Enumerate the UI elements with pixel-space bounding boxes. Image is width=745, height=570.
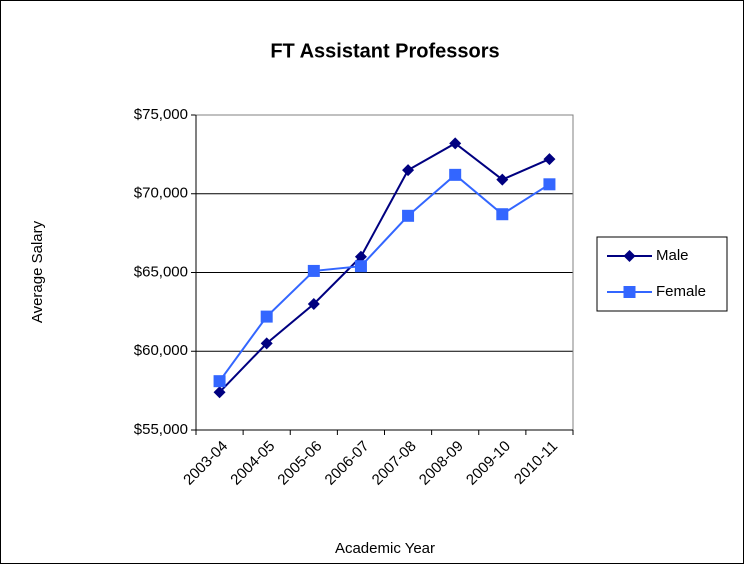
y-tick-label: $55,000 — [134, 421, 188, 438]
legend-label: Male — [656, 247, 689, 264]
data-point — [213, 375, 226, 388]
legend-box — [596, 236, 728, 312]
data-point — [543, 178, 556, 191]
data-point — [402, 164, 415, 177]
data-point — [496, 173, 509, 186]
y-tick-label: $65,000 — [134, 263, 188, 280]
data-point — [402, 209, 415, 222]
data-point — [354, 250, 367, 263]
legend-marker — [623, 286, 636, 298]
data-point — [354, 260, 367, 273]
y-axis-label: Average Salary — [29, 220, 46, 323]
legend-label: Female — [656, 283, 706, 300]
y-tick-label: $75,000 — [134, 106, 188, 123]
legend-marker — [623, 250, 636, 262]
data-point — [260, 337, 273, 350]
data-point — [307, 298, 320, 310]
y-tick-label: $60,000 — [134, 342, 188, 359]
data-point — [449, 137, 462, 150]
y-tick-label: $70,000 — [134, 185, 188, 202]
series-line — [218, 142, 550, 393]
data-point — [543, 153, 556, 166]
x-axis-label: Academic Year — [335, 540, 435, 557]
data-point — [449, 168, 462, 181]
data-point — [213, 386, 226, 399]
data-point — [496, 208, 509, 221]
chart-title: FT Assistant Professors — [270, 40, 499, 62]
data-point — [260, 310, 273, 323]
data-point — [307, 264, 320, 277]
series-line — [218, 173, 550, 382]
